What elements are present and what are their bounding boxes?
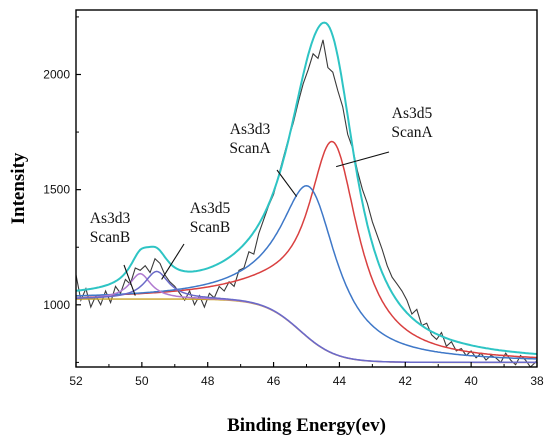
x-tick-label: 48 bbox=[201, 374, 215, 388]
series-line-raw bbox=[76, 39, 537, 367]
x-tick-label: 42 bbox=[399, 374, 413, 388]
annotation-label: As3d5 bbox=[392, 105, 433, 122]
annotation-label: ScanA bbox=[229, 140, 271, 157]
y-tick-label: 1500 bbox=[43, 183, 70, 197]
axis-ticks: 52 50 48 46 44 42 40 38 1000 1500 2000 bbox=[43, 16, 544, 388]
annotation-leader-line bbox=[276, 169, 298, 197]
x-tick-label: 38 bbox=[530, 374, 544, 388]
series-line-scanB_3d5 bbox=[76, 270, 537, 364]
annotation-label: ScanB bbox=[90, 229, 130, 246]
x-tick-label: 52 bbox=[69, 374, 83, 388]
annotation-label: As3d3 bbox=[230, 121, 271, 138]
annotation-label: ScanA bbox=[391, 124, 433, 141]
y-axis-title: Intensity bbox=[8, 152, 29, 224]
annotation-leader-line bbox=[123, 264, 136, 296]
x-tick-label: 46 bbox=[267, 374, 281, 388]
y-tick-label: 2000 bbox=[43, 67, 70, 81]
x-tick-label: 44 bbox=[333, 374, 347, 388]
y-tick-label: 1000 bbox=[43, 298, 70, 312]
annotation-label: ScanB bbox=[190, 219, 230, 236]
series-line-scanA_3d3 bbox=[76, 185, 537, 360]
plot-area bbox=[76, 21, 537, 367]
series-line-envelope bbox=[76, 21, 537, 355]
x-tick-label: 40 bbox=[464, 374, 478, 388]
annotation-leader-line bbox=[161, 243, 185, 280]
series-line-scanB_3d3 bbox=[76, 272, 537, 364]
annotation-label: As3d5 bbox=[190, 200, 231, 217]
annotation-label: As3d3 bbox=[90, 210, 131, 227]
series-line-scanA_3d5 bbox=[76, 140, 537, 359]
annotation-leader-line bbox=[335, 151, 390, 168]
x-tick-label: 50 bbox=[135, 374, 149, 388]
series-line-background bbox=[76, 298, 537, 364]
x-axis-title: Binding Energy(ev) bbox=[227, 415, 386, 436]
annotations: As3d3 ScanB As3d5 ScanB As3d3 ScanA As3d5 ScanA bbox=[90, 105, 433, 296]
